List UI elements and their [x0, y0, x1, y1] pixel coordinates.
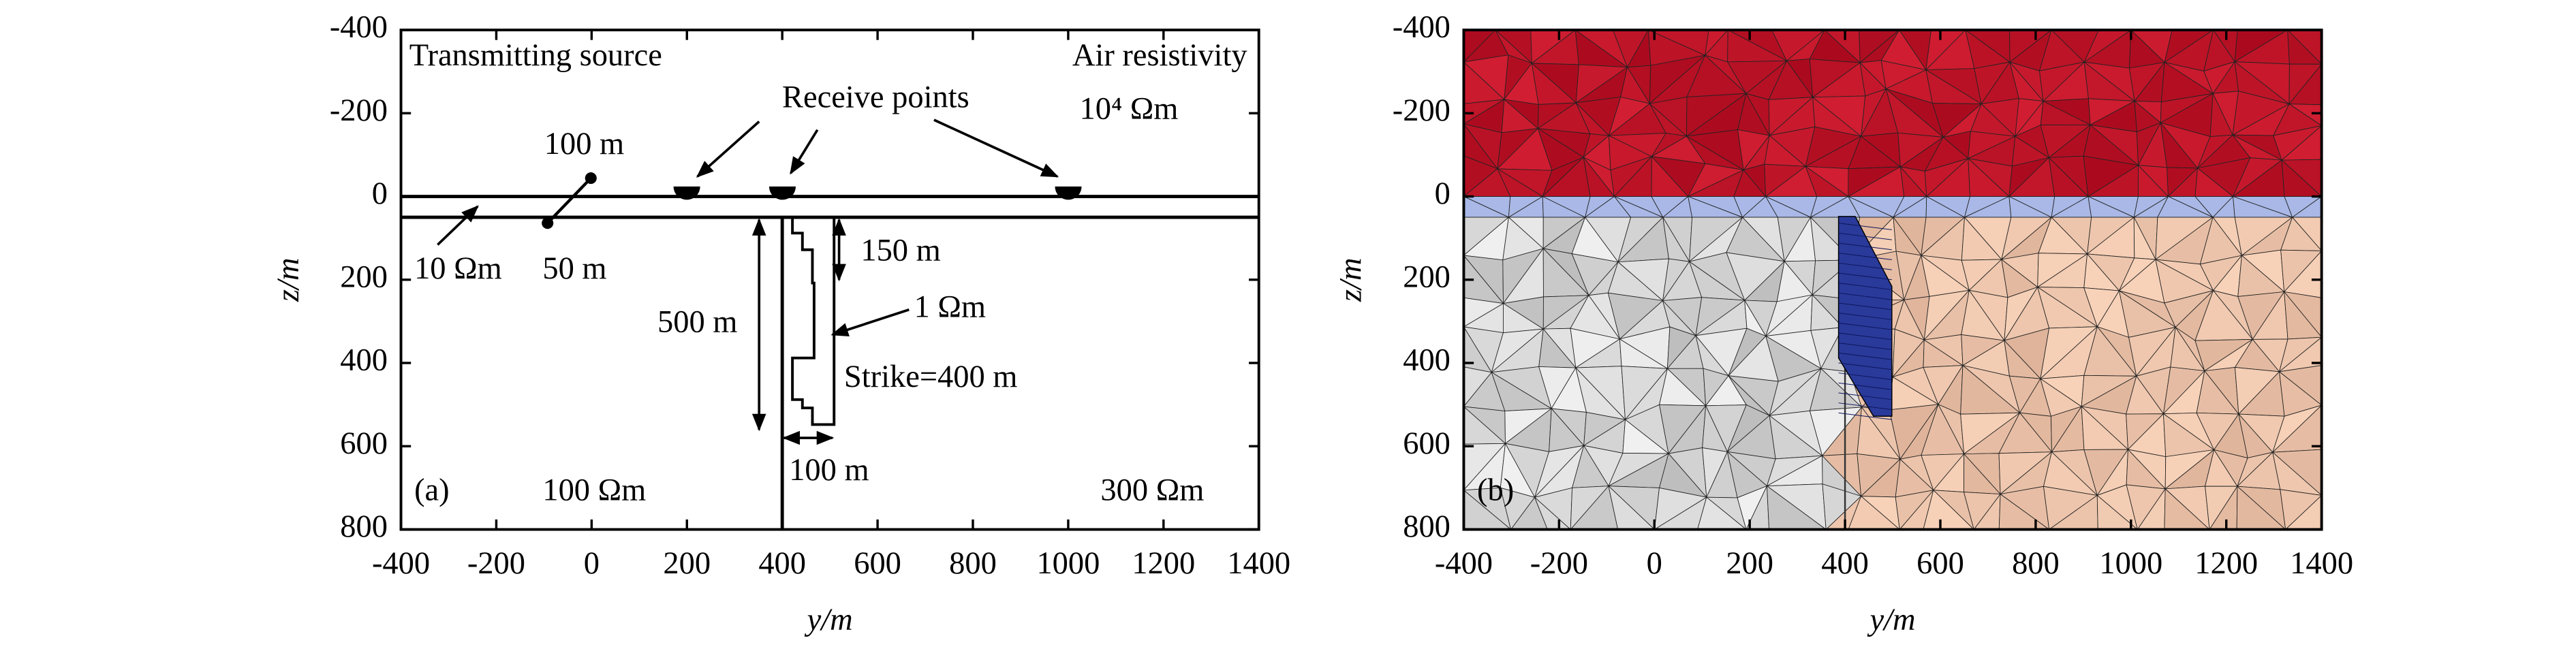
- arrow: [933, 118, 1059, 178]
- x-tick-label: 800: [2012, 546, 2060, 581]
- x-tick-label: 200: [663, 546, 711, 581]
- conductor-mesh: [1838, 232, 1892, 240]
- y-axis-label: z/m: [271, 258, 306, 303]
- x-tick-label: 1000: [1036, 546, 1100, 581]
- x-tick-label: 0: [584, 546, 600, 581]
- x-tick-label: 1000: [2099, 546, 2162, 581]
- arrow: [437, 205, 479, 246]
- y-axis-label: z/m: [1334, 258, 1369, 303]
- x-tick-label: 600: [854, 546, 901, 581]
- annotation: Strike=400 m: [844, 360, 1018, 394]
- x-tick-label: -200: [467, 546, 525, 581]
- x-tick-label: -400: [372, 546, 430, 581]
- arrow: [696, 121, 760, 178]
- arrow: [831, 308, 910, 337]
- arrow: [790, 129, 819, 175]
- x-tick-label: 1400: [2290, 546, 2353, 581]
- conductor-mesh: [1838, 302, 1892, 311]
- x-tick-label: 200: [1726, 546, 1773, 581]
- x-tick-label: 1400: [1227, 546, 1290, 581]
- x-axis-label: y/m: [805, 603, 853, 637]
- annotation: 100 Ωm: [542, 473, 646, 507]
- y-tick-label: 0: [1435, 176, 1450, 211]
- annotation: Air resistivity: [1072, 38, 1247, 73]
- annotation: 10 Ωm: [414, 251, 502, 286]
- conductor: [791, 216, 836, 426]
- y-tick-label: 800: [1403, 509, 1450, 544]
- conductor-mesh: [1838, 242, 1892, 251]
- annotation: 100 m: [789, 453, 869, 488]
- panel: [1463, 29, 2323, 530]
- x-tick-label: 400: [1821, 546, 1869, 581]
- panel-label: (b): [1477, 473, 1514, 507]
- y-tick-label: 200: [1403, 259, 1450, 294]
- x-tick-label: 1200: [1132, 546, 1195, 581]
- y-tick-label: 400: [1403, 343, 1450, 378]
- conductor-mesh: [1838, 343, 1892, 350]
- conductor-mesh: [1838, 223, 1892, 230]
- y-tick-label: -400: [330, 10, 388, 45]
- y-tick-label: -200: [1393, 93, 1450, 128]
- annotation: 100 m: [544, 127, 624, 161]
- annotation: 150 m: [860, 233, 940, 268]
- x-tick-label: 400: [758, 546, 806, 581]
- conductor-mesh: [1838, 262, 1892, 270]
- conductor-mesh: [1838, 382, 1892, 390]
- panel: Transmitting source Air resistivity 10⁴ Ωm…: [401, 38, 1259, 530]
- y-tick-label: 600: [340, 426, 388, 461]
- annotation: 500 m: [657, 304, 737, 339]
- annotation: Receive points: [782, 80, 969, 114]
- x-tick-label: 600: [1917, 546, 1964, 581]
- y-tick-label: 400: [340, 343, 388, 378]
- conductor-mesh: [1838, 372, 1892, 380]
- conductor-mesh: [1838, 332, 1892, 340]
- x-axis-label: y/m: [1867, 603, 1916, 637]
- x-tick-label: -200: [1530, 546, 1588, 581]
- x-tick-label: 0: [1647, 546, 1662, 581]
- receiver: [769, 186, 796, 200]
- conductor-mesh: [1838, 392, 1892, 400]
- conductor-mesh: [1838, 322, 1892, 330]
- annotation: 300 Ωm: [1100, 473, 1204, 507]
- source-end: [542, 217, 554, 229]
- x-tick-label: 1200: [2194, 546, 2258, 581]
- panel-label: (a): [414, 473, 450, 507]
- y-tick-label: 200: [340, 259, 388, 294]
- x-tick-label: -400: [1435, 546, 1493, 581]
- x-tick-label: 800: [949, 546, 997, 581]
- conductor-mesh: [1838, 362, 1892, 370]
- receiver: [673, 186, 700, 200]
- mesh: [1463, 29, 2323, 530]
- source: [546, 177, 592, 225]
- y-tick-label: -200: [330, 93, 388, 128]
- annotation: Transmitting source: [409, 38, 662, 73]
- annotation: 50 m: [542, 251, 606, 286]
- conductor-mesh: [1838, 283, 1892, 290]
- y-tick-label: -400: [1393, 10, 1450, 45]
- y-tick-label: 800: [340, 509, 388, 544]
- conductor-mesh: [1838, 412, 1892, 420]
- conductor-mesh: [1838, 253, 1892, 260]
- conductor-mesh: [1838, 272, 1892, 281]
- conductor-mesh: [1838, 313, 1892, 320]
- receiver: [1055, 186, 1082, 200]
- source-end: [585, 172, 597, 185]
- conductor-mesh: [1838, 292, 1892, 300]
- conductor-mesh: [1838, 352, 1892, 360]
- annotation: 10⁴ Ωm: [1080, 91, 1179, 126]
- annotation: 1 Ωm: [914, 289, 986, 324]
- y-tick-label: 600: [1403, 426, 1450, 461]
- y-tick-label: 0: [372, 176, 388, 211]
- conductor-mesh: [1838, 402, 1892, 410]
